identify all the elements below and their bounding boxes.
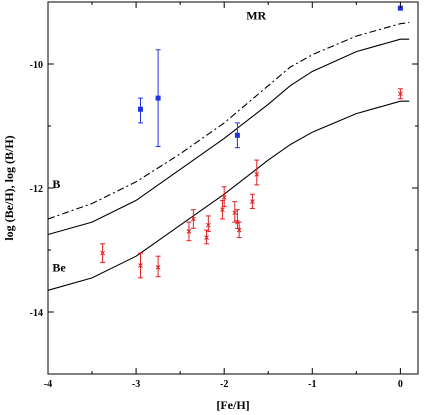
boron-data-point [234, 122, 240, 149]
beryllium-data-point [138, 252, 143, 279]
cross-marker [204, 235, 209, 240]
annotation-label: MR [246, 8, 266, 22]
cross-marker [236, 227, 242, 233]
cross-marker [155, 265, 161, 270]
y-tick-label: -12 [30, 184, 43, 195]
boron-data-point [155, 49, 161, 147]
beryllium-data-point [205, 215, 211, 232]
beryllium-data-point [155, 255, 161, 278]
cross-marker [232, 210, 238, 216]
x-tick-label: -3 [132, 379, 140, 390]
y-axis-title: log (Be/H), log (B/H) [2, 135, 16, 240]
cross-marker [398, 91, 403, 97]
x-tick-label: -2 [220, 379, 228, 390]
beryllium-data-point [190, 209, 196, 229]
square-marker [155, 95, 161, 101]
cross-marker [205, 222, 211, 228]
x-axis-title: [Fe/H] [216, 398, 249, 412]
square-marker [234, 132, 240, 138]
curves-layer [47, 21, 410, 291]
x-tick-label: -4 [44, 379, 52, 390]
beryllium-data-point [204, 229, 210, 245]
cross-marker [254, 172, 260, 177]
cross-marker [100, 250, 105, 256]
boron-data-point [138, 97, 143, 124]
annotation-label: Be [52, 261, 66, 275]
ticks-layer: -4 -3 -2 -1 0-10-12-14 [30, 2, 418, 390]
beryllium-data-point [221, 186, 227, 208]
model-curve-4 [47, 100, 410, 291]
square-marker [138, 106, 143, 112]
cross-marker [186, 229, 192, 234]
beryllium-data-point [236, 221, 242, 239]
cross-marker [191, 216, 196, 222]
cross-marker [250, 199, 255, 204]
y-tick-label: -14 [30, 308, 43, 319]
model-curve-3 [47, 38, 410, 236]
cross-marker [138, 263, 143, 268]
x-tick-label: 0 [398, 379, 403, 390]
cross-marker [221, 194, 227, 200]
points-layer [100, 5, 403, 279]
y-tick-label: -10 [30, 60, 43, 71]
square-marker [397, 5, 403, 11]
beryllium-data-point [186, 221, 192, 242]
beryllium-data-point [100, 243, 106, 263]
x-tick-label: -1 [308, 379, 316, 390]
model-curve-2 [47, 21, 410, 220]
beryllium-data-point [397, 88, 403, 100]
beryllium-data-point [232, 201, 238, 223]
beryllium-data-point [254, 159, 260, 186]
cross-marker [220, 207, 225, 213]
annotation-label: B [52, 177, 60, 191]
beryllium-data-point [249, 193, 255, 209]
annotations-layer: MR B Be [52, 8, 266, 274]
